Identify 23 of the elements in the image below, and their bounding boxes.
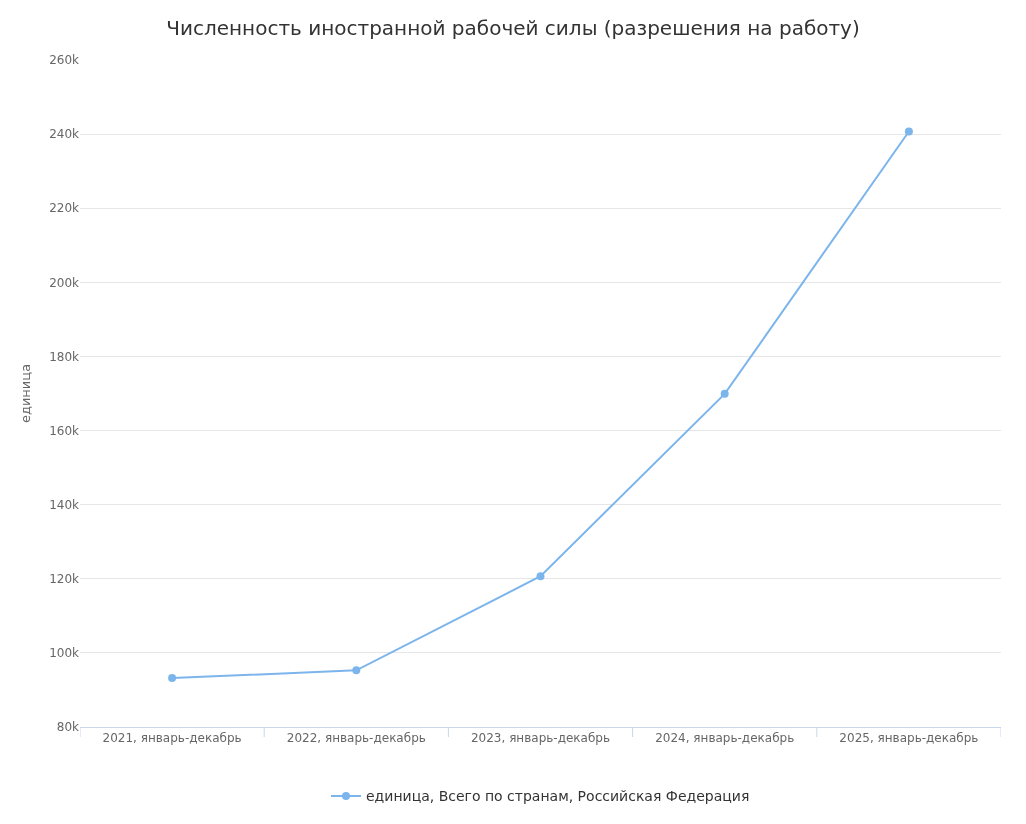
x-tick-label: 2022, январь-декабрь	[286, 731, 426, 746]
y-tick-label: 260k	[49, 53, 80, 68]
y-tick-label: 200k	[49, 275, 80, 290]
y-tick-label: 100k	[49, 646, 80, 661]
y-axis-title: единица	[18, 363, 34, 424]
y-tick-label: 160k	[49, 423, 80, 438]
x-tick-label: 2024, январь-декабрь	[655, 731, 795, 746]
x-tick-label: 2023, январь-декабрь	[470, 731, 611, 746]
point	[720, 389, 729, 398]
y-tick-label: 220k	[49, 201, 80, 216]
x-tick-label: 2025, январь-декабрь	[839, 731, 979, 746]
chart-title: Численность иностранной рабочей силы (разрешения на работу)	[166, 15, 860, 40]
point	[904, 127, 913, 136]
x-tick-label: 2021, январь-декабрь	[102, 731, 242, 746]
point	[352, 666, 361, 675]
y-tick-label: 140k	[49, 497, 80, 512]
point	[536, 572, 545, 581]
y-tick-label: 80k	[56, 720, 80, 735]
legend-label: единица, Всего по странам, Российская Федерация	[366, 788, 750, 805]
point	[168, 674, 177, 683]
y-tick-label: 120k	[49, 571, 80, 586]
y-tick-label: 180k	[49, 349, 80, 364]
y-tick-label: 240k	[49, 127, 80, 142]
